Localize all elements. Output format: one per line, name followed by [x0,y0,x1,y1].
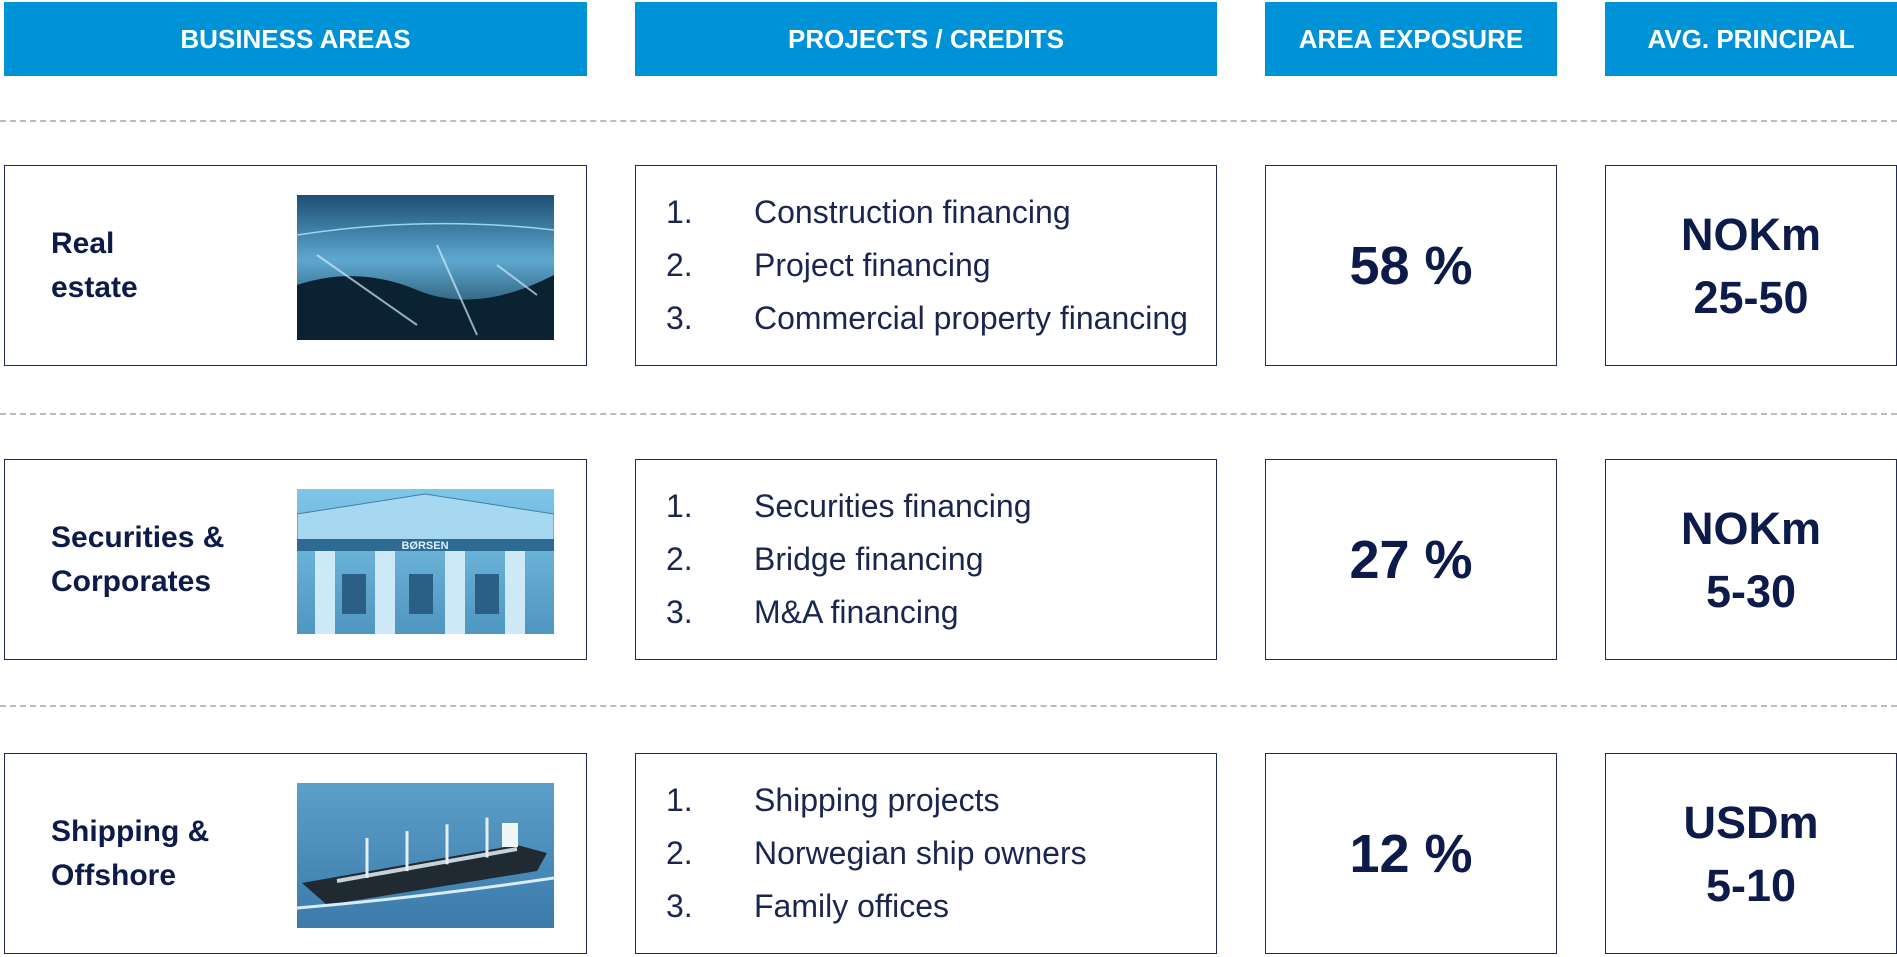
principal-line: USDm [1683,796,1819,848]
exposure-box: 58 % [1265,165,1557,366]
project-item: Project financing [666,239,991,292]
area-image [297,195,554,340]
exposure: 27 % [1266,460,1556,659]
project-list: Construction financing Project financing C… [666,166,1188,365]
principal-line: 5-10 [1705,859,1797,911]
exposure-value: 27 % [1349,529,1473,590]
exposure-box: 12 % [1265,753,1557,954]
area-line: Corporates [51,564,212,598]
exposure: 12 % [1266,754,1556,953]
area-name: Securities & Corporates [51,460,224,659]
project-item: Construction financing [666,186,1071,239]
principal-box: NOKm 25-50 [1605,165,1897,366]
area-name: Real estate [51,166,138,365]
projects-box: Construction financing Project financing C… [635,165,1217,366]
divider [0,705,1897,707]
principal-line: NOKm [1680,502,1821,554]
divider [0,413,1897,415]
project-item: Securities financing [666,480,1032,533]
project-item: Commercial property financing [666,292,1188,345]
area-name: Shipping & Offshore [51,754,209,953]
exposure: 58 % [1266,166,1556,365]
area-line: Shipping & [51,814,210,848]
project-list: Shipping projects Norwegian ship owners Fa… [666,754,1087,953]
project-item: Bridge financing [666,533,984,586]
area-box: Shipping & Offshore [4,753,587,954]
column-header: BUSINESS AREAS [4,2,587,76]
column-header: AREA EXPOSURE [1265,2,1557,76]
principal-box: USDm 5-10 [1605,753,1897,954]
area-line: estate [51,270,138,304]
area-line: Real [51,226,115,260]
principal-line: NOKm [1680,208,1821,260]
principal-line: 5-30 [1705,565,1797,617]
principal: NOKm 5-30 [1606,460,1896,659]
principal: NOKm 25-50 [1606,166,1896,365]
exposure-value: 58 % [1349,235,1473,296]
project-item: Norwegian ship owners [666,827,1087,880]
projects-box: Shipping projects Norwegian ship owners Fa… [635,753,1217,954]
principal-box: NOKm 5-30 [1605,459,1897,660]
projects-box: Securities financing Bridge financing M&A … [635,459,1217,660]
project-list: Securities financing Bridge financing M&A … [666,460,1031,659]
exposure-value: 12 % [1349,823,1473,884]
column-header: PROJECTS / CREDITS [635,2,1217,76]
project-item: Family offices [666,880,950,933]
divider [0,120,1897,122]
exposure-box: 27 % [1265,459,1557,660]
area-box: Real estate [4,165,587,366]
area-box: Securities & Corporates BØRSEN [4,459,587,660]
column-header: AVG. PRINCIPAL [1605,2,1897,76]
principal: USDm 5-10 [1606,754,1896,953]
area-image: BØRSEN [297,489,554,634]
svg-text:BØRSEN: BØRSEN [401,540,448,552]
principal-line: 25-50 [1693,271,1809,323]
area-image [297,783,554,928]
project-item: M&A financing [666,586,959,639]
area-line: Offshore [51,858,177,892]
project-item: Shipping projects [666,774,1000,827]
area-line: Securities & [51,520,225,554]
